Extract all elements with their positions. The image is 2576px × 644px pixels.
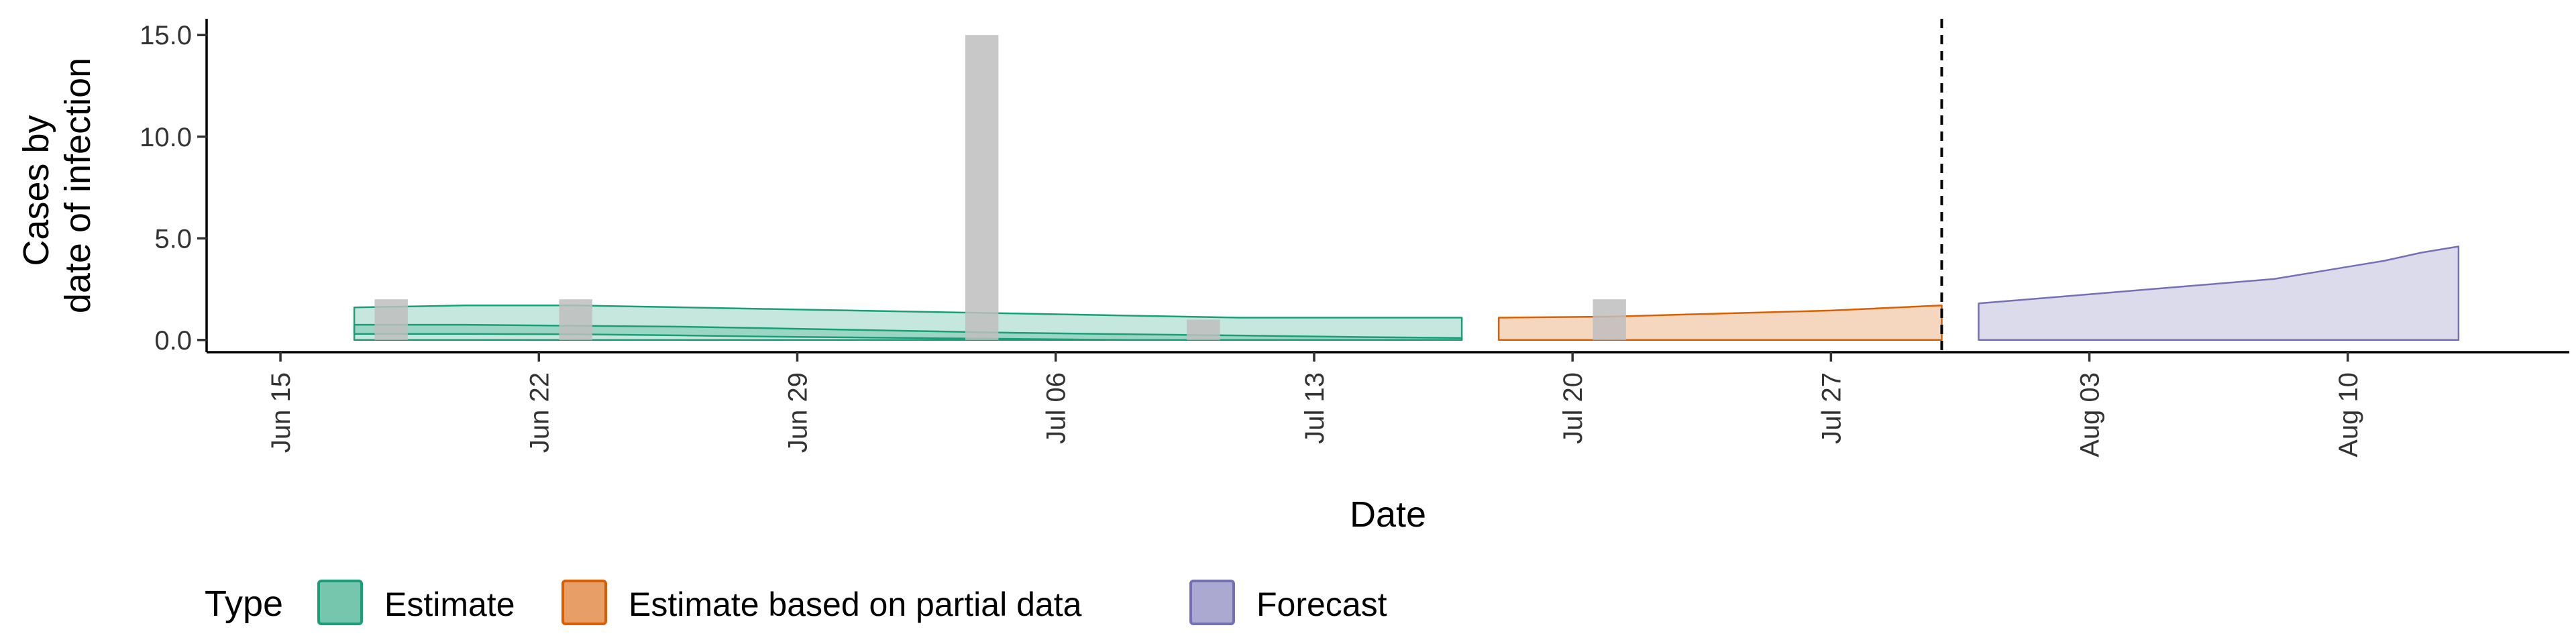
x-tick-label: Aug 03 — [2076, 372, 2105, 458]
y-axis-title-line-1: Cases by — [16, 115, 56, 266]
reported-case-bars — [374, 35, 1626, 340]
x-axis-ticks: Jun 15 Jun 22 Jun 29 Jul 06 Jul 13 Jul 20 Jul … — [266, 352, 2363, 458]
y-tick-label: 10.0 — [140, 123, 192, 152]
band-2-0 — [1978, 246, 2460, 341]
case-bar-4 — [1593, 299, 1626, 340]
case-bar-0 — [374, 299, 408, 340]
y-tick-label: 5.0 — [154, 224, 192, 254]
band-0-1 — [353, 323, 1463, 341]
legend-swatch-0 — [317, 580, 363, 625]
x-tick-label: Jul 27 — [1817, 372, 1846, 444]
case-bar-3 — [1187, 319, 1220, 340]
x-tick-label: Aug 10 — [2334, 372, 2363, 458]
y-tick-label: 15.0 — [140, 21, 192, 50]
x-tick-label: Jul 20 — [1558, 372, 1588, 444]
y-axis-title: Cases by date of infection — [16, 58, 98, 313]
y-axis-title-line-2: date of infection — [58, 58, 98, 313]
legend: Type Estimate Estimate based on partial d… — [205, 580, 1387, 625]
estimate-bands — [353, 246, 2460, 341]
legend-label: Estimate based on partial data — [629, 586, 1082, 623]
x-tick-label: Jun 22 — [525, 372, 554, 453]
legend-title: Type — [205, 584, 283, 624]
x-tick-label: Jun 29 — [784, 372, 813, 453]
axes — [205, 19, 2569, 354]
x-tick-label: Jun 15 — [266, 372, 296, 453]
legend-label: Forecast — [1256, 586, 1387, 623]
x-tick-label: Jul 13 — [1300, 372, 1330, 444]
case-bar-1 — [559, 299, 592, 340]
case-bar-2 — [965, 35, 999, 340]
x-tick-label: Jul 06 — [1042, 372, 1071, 444]
band-1-0 — [1497, 305, 1943, 341]
x-axis-title: Date — [1350, 494, 1426, 535]
legend-swatch-1 — [561, 580, 607, 625]
y-axis-ticks: 0.0 5.0 10.0 15.0 — [140, 21, 207, 356]
legend-swatch-2 — [1189, 580, 1235, 625]
y-tick-label: 0.0 — [154, 326, 192, 356]
legend-label: Estimate — [384, 586, 515, 623]
